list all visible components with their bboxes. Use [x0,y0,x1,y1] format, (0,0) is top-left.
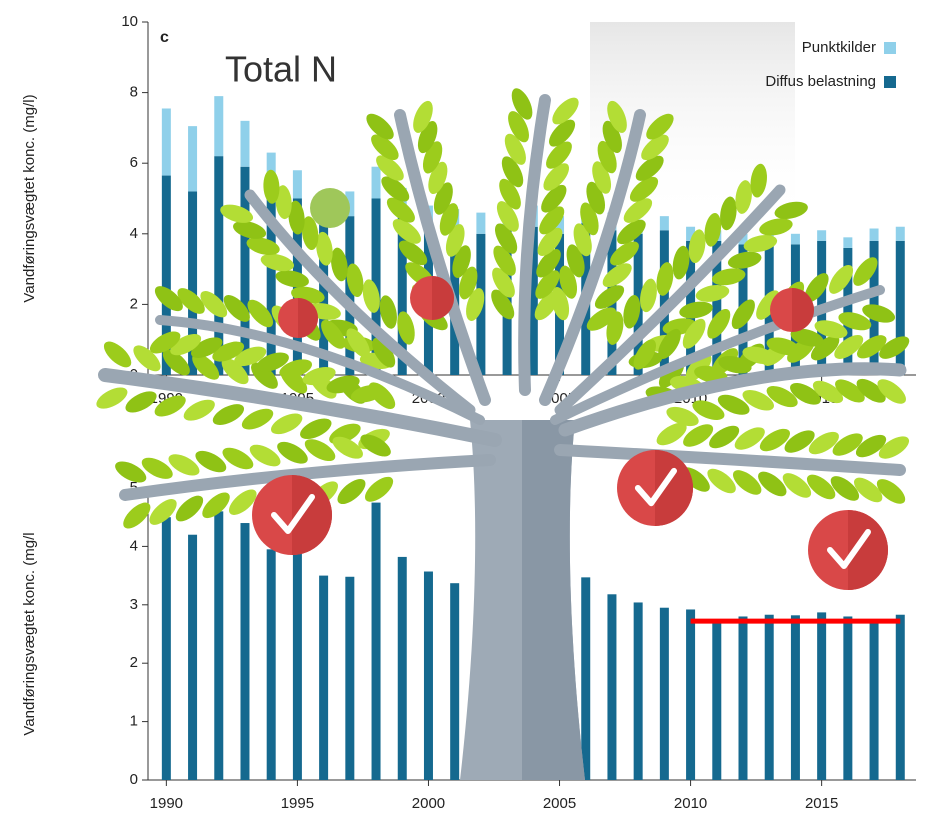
bar [267,549,276,780]
leaf [678,299,714,321]
bar-segment [214,96,223,156]
bar [162,517,171,780]
bar [817,612,826,780]
bar [319,576,328,780]
chart-title: Total N [225,49,337,90]
bar [896,615,905,780]
leaf [171,491,207,526]
bar [791,615,800,780]
bar [843,616,852,780]
x-tick-label: 2015 [805,795,838,812]
y-tick-label: 4 [130,225,138,242]
bar [634,602,643,780]
bar [345,577,354,780]
bar [450,583,459,780]
bar [739,616,748,780]
x-tick-label: 2005 [543,795,576,812]
bar [293,552,302,780]
bar-segment [843,237,852,248]
bar [712,619,721,780]
x-tick-label: 1990 [150,795,183,812]
bar [372,503,381,780]
bar-segment [240,121,249,167]
leaf [119,498,155,533]
bar [188,535,197,780]
bar-segment [372,167,381,199]
leaf [333,474,369,508]
y-tick-label: 10 [121,13,138,30]
bar-segment [162,108,171,175]
panel-label: c [160,29,169,46]
y-tick-label: 2 [130,654,138,671]
bar-segment [896,227,905,241]
y-axis-label: Vandføringsvægtet konc. (mg/l [21,532,38,735]
leaf [239,404,277,433]
bar [660,608,669,780]
bar [424,572,433,780]
bar [240,523,249,780]
leaf [93,383,131,413]
bar [398,557,407,780]
y-tick-label: 4 [130,537,138,554]
leaf [361,472,397,506]
y-axis-label: Vandføringsvægtet konc. (mg/l) [21,94,38,302]
bar-segment [870,229,879,241]
y-tick-label: 0 [130,771,138,788]
bar-segment [293,170,302,198]
leaf [694,282,730,304]
leaf [654,261,676,297]
y-tick-label: 8 [130,84,138,101]
legend-label: Diffus belastning [765,73,876,90]
figure: 0 2 4 6 8 10 1990 1995 2000 2005 2010 2015 Vandførin… [0,0,949,827]
leaf [181,395,219,425]
leaf [726,249,762,271]
green-apple [310,188,350,228]
x-tick-label: 2010 [674,795,707,812]
x-tick-label: 2000 [412,795,445,812]
y-tick-label: 3 [130,596,138,613]
bar [686,609,695,780]
bar-segment [188,126,197,191]
legend-swatch [884,76,896,88]
x-tick-label: 1995 [281,795,314,812]
branch [560,450,900,470]
page: 0 2 4 6 8 10 1990 1995 2000 2005 2010 2015 Vandførin… [0,0,949,827]
bar [870,619,879,780]
trunk-shade [522,420,585,780]
bar-segment [791,234,800,245]
leaf [210,400,248,429]
y-tick-label: 2 [130,295,138,312]
bar-segment [817,230,826,241]
y-tick-label: 1 [130,713,138,730]
leaf [729,466,766,500]
bar [214,511,223,780]
bar-segment [476,213,485,234]
y-tick-label: 6 [130,154,138,171]
bar-segment [660,216,669,230]
bar [765,615,774,780]
bar [581,577,590,780]
legend-swatch [884,42,896,54]
leaf [268,409,306,438]
bar [607,594,616,780]
legend-label: Punktkilder [802,39,876,56]
leaf [703,464,740,498]
leaf [297,414,335,443]
leaf [824,261,857,298]
